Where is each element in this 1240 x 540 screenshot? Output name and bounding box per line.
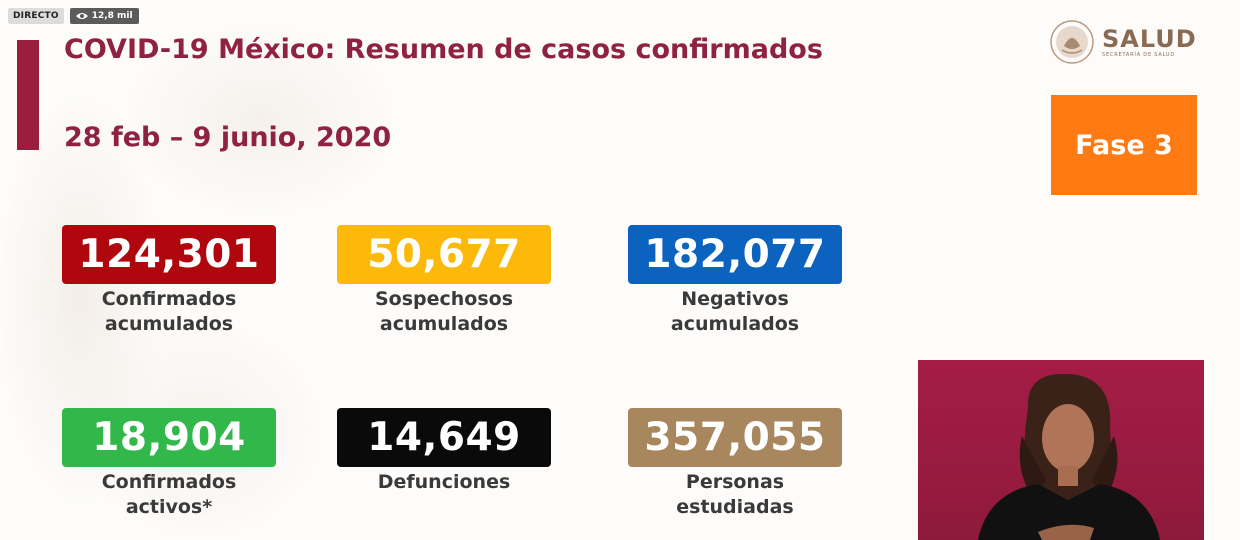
sign-language-interpreter-video	[918, 360, 1204, 540]
logo-name: SALUD	[1102, 25, 1197, 53]
stat-label-line: activos*	[125, 496, 213, 518]
interpreter-figure	[978, 373, 1160, 540]
stat-label: Confirmados acumulados	[62, 287, 276, 337]
stat-label-line: acumulados	[670, 313, 800, 335]
stat-label-line: Defunciones	[377, 471, 511, 493]
salud-logo: SALUD SECRETARÍA DE SALUD	[1050, 20, 1197, 64]
seal-icon	[1050, 20, 1094, 64]
stat-value: 18,904	[62, 408, 276, 467]
date-range: 28 feb – 9 junio, 2020	[64, 122, 392, 153]
stat-label: Personas estudiadas	[628, 470, 842, 520]
stat-value: 357,055	[628, 408, 842, 467]
accent-bar	[17, 40, 39, 150]
stat-deaths: 14,649 Defunciones	[337, 408, 551, 495]
stat-label-line: Sospechosos	[374, 288, 514, 310]
stat-confirmed-cumulative: 124,301 Confirmados acumulados	[62, 225, 276, 337]
stat-value: 124,301	[62, 225, 276, 284]
stat-label: Negativos acumulados	[628, 287, 842, 337]
stat-confirmed-active: 18,904 Confirmados activos*	[62, 408, 276, 520]
views-count: 12,8 mil	[91, 11, 133, 21]
stream-overlay: DIRECTO 12,8 mil	[8, 8, 139, 24]
stat-value: 50,677	[337, 225, 551, 284]
stat-label-line: Personas	[685, 471, 785, 493]
stat-negative-cumulative: 182,077 Negativos acumulados	[628, 225, 842, 337]
stat-label: Defunciones	[337, 470, 551, 495]
phase-badge: Fase 3	[1051, 95, 1197, 195]
stat-label-line: acumulados	[104, 313, 234, 335]
logo-subtitle: SECRETARÍA DE SALUD	[1102, 52, 1176, 58]
page-title: COVID-19 México: Resumen de casos confir…	[64, 34, 823, 65]
stat-label-line: estudiadas	[676, 496, 794, 518]
stat-value: 182,077	[628, 225, 842, 284]
eye-icon	[75, 13, 88, 19]
stat-label: Sospechosos acumulados	[337, 287, 551, 337]
stat-label-line: Negativos	[681, 288, 789, 310]
stat-label-line: Confirmados	[101, 471, 237, 493]
views-badge: 12,8 mil	[69, 8, 139, 24]
stat-people-studied: 357,055 Personas estudiadas	[628, 408, 842, 520]
stat-label-line: Confirmados	[101, 288, 237, 310]
stat-label-line: acumulados	[379, 313, 509, 335]
stat-suspected-cumulative: 50,677 Sospechosos acumulados	[337, 225, 551, 337]
stat-label: Confirmados activos*	[62, 470, 276, 520]
stat-value: 14,649	[337, 408, 551, 467]
live-badge: DIRECTO	[8, 8, 64, 24]
